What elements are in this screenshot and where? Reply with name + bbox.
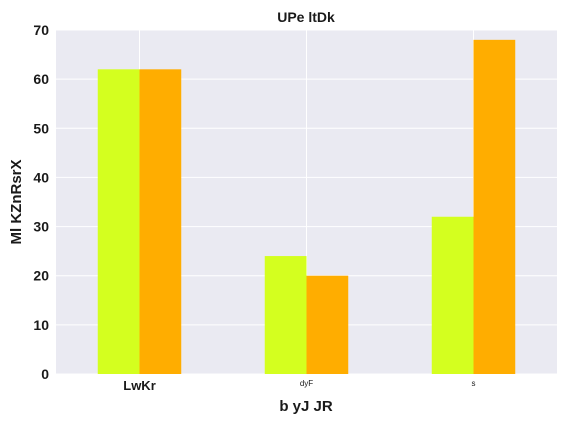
bar bbox=[473, 39, 516, 374]
y-tick-label: 30 bbox=[33, 219, 49, 235]
x-tick-label: s bbox=[472, 379, 476, 388]
x-tick-labels: LwKr dyF s bbox=[123, 378, 475, 393]
y-tick-label: 60 bbox=[33, 71, 49, 87]
y-tick-label: 0 bbox=[41, 366, 49, 382]
y-tick-labels: 0 10 20 30 40 50 60 70 bbox=[33, 22, 49, 382]
bar bbox=[139, 69, 182, 375]
y-tick-label: 10 bbox=[33, 317, 49, 333]
y-tick-label: 20 bbox=[33, 268, 49, 284]
y-tick-label: 70 bbox=[33, 22, 49, 38]
x-tick-label: dyF bbox=[300, 379, 313, 388]
bar bbox=[97, 69, 140, 375]
x-axis-label: b yJ JR bbox=[279, 398, 333, 415]
bar bbox=[306, 275, 349, 374]
bar bbox=[431, 216, 474, 374]
y-tick-label: 40 bbox=[33, 169, 49, 185]
chart-title: UPe ltDk bbox=[277, 9, 335, 25]
y-tick-label: 50 bbox=[33, 120, 49, 136]
bar bbox=[264, 256, 307, 374]
y-axis-label: Ml KZnRsrX bbox=[8, 159, 25, 244]
x-tick-label: LwKr bbox=[123, 378, 156, 393]
bars bbox=[97, 39, 516, 375]
